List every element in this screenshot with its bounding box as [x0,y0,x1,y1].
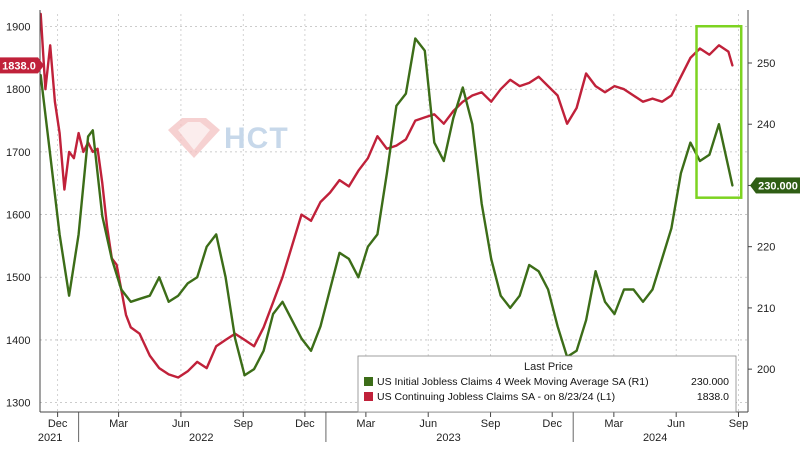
x-tick-label: Mar [109,418,128,430]
legend-value-continuing: 1838.0 [697,391,729,403]
y-right-tick-label: 210 [757,303,775,315]
y-right-tick-label: 250 [757,58,775,70]
legend-swatch-initial [364,377,373,386]
x-tick-label: Dec [295,418,315,430]
legend-label-continuing: US Continuing Jobless Claims SA - on 8/2… [377,391,615,403]
year-label: 2021 [38,432,62,444]
y-left-tick-label: 1400 [6,335,30,347]
x-tick-label: Jun [667,418,685,430]
right-value-badge-text: 230.000 [758,180,798,192]
year-label: 2022 [189,432,213,444]
y-right-tick-label: 220 [757,242,775,254]
x-tick-label: Jun [172,418,190,430]
year-label: 2023 [436,432,460,444]
axis-layer: 1300 1400 1500 1600 1700 1800 1900 Dec Mar Jun Sep… [6,10,775,444]
y-left-tick-label: 1300 [6,398,30,410]
x-tick-label: Sep [729,418,749,430]
right-value-badge-pointer [750,177,756,194]
grid-layer [40,14,748,412]
series-layer [39,12,734,379]
legend: Last Price US Initial Jobless Claims 4 W… [357,355,737,413]
series-line-initial-claims [39,37,734,377]
legend-title: Last Price [524,361,573,373]
watermark: HCT [168,118,289,158]
x-tick-label: Sep [481,418,501,430]
x-tick-label: Mar [356,418,375,430]
legend-label-initial: US Initial Jobless Claims 4 Week Moving … [377,376,649,388]
annotation-layer: 1838.0 230.000 [0,24,800,199]
watermark-logo-icon [168,118,220,158]
y-right-tick-label: 200 [757,364,775,376]
x-tick-label: Sep [233,418,253,430]
y-left-tick-label: 1800 [6,84,30,96]
y-left-tick-label: 1500 [6,272,30,284]
left-value-badge-pointer [38,57,44,74]
legend-swatch-continuing [364,392,373,401]
watermark-text: HCT [224,122,289,155]
x-tick-label: Mar [604,418,623,430]
x-tick-label: Dec [542,418,562,430]
year-label: 2024 [643,432,667,444]
legend-box [357,355,737,413]
y-left-tick-label: 1900 [6,22,30,34]
legend-value-initial: 230.000 [691,376,729,388]
y-right-tick-label: 240 [757,119,775,131]
y-left-tick-label: 1600 [6,210,30,222]
highlight-box [695,24,743,199]
left-value-badge-text: 1838.0 [2,60,36,72]
series-line-continuing-claims [39,12,734,379]
left-value-badge [0,57,38,74]
x-tick-label: Dec [48,418,68,430]
y-left-tick-label: 1700 [6,147,30,159]
right-value-badge [756,177,800,194]
x-tick-label: Jun [419,418,437,430]
